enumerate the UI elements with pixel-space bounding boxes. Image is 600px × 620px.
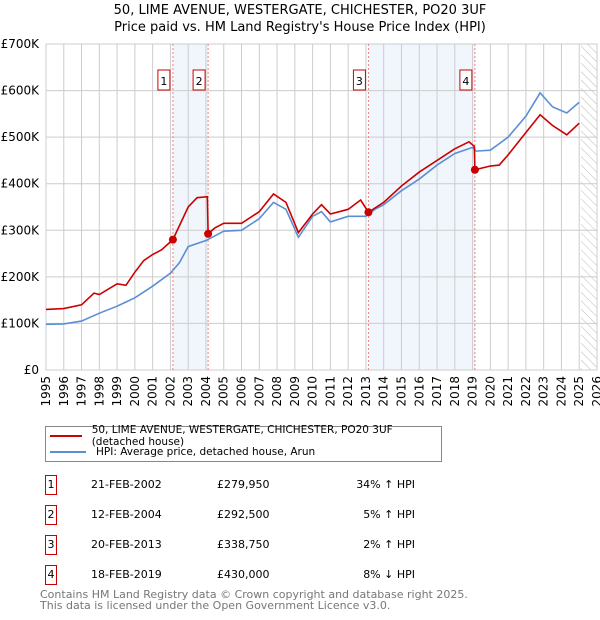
legend-label-property: 50, LIME AVENUE, WESTERGATE, CHICHESTER,… bbox=[91, 424, 393, 448]
x-tick-label: 2006 bbox=[235, 376, 249, 407]
x-tick-label: 2026 bbox=[590, 376, 600, 407]
footer-line2: This data is licensed under the Open Gov… bbox=[40, 599, 391, 612]
x-tick-label: 2020 bbox=[483, 376, 497, 407]
x-tick-label: 1999 bbox=[110, 376, 124, 407]
sale-date: 21-FEB-2002 bbox=[91, 478, 162, 491]
x-tick-label: 2016 bbox=[412, 376, 426, 407]
x-tick-label: 2001 bbox=[146, 376, 160, 407]
shade-1-2 bbox=[172, 44, 209, 370]
x-tick-label: 2018 bbox=[448, 376, 462, 407]
sale-date: 20-FEB-2013 bbox=[91, 538, 162, 551]
x-tick-label: 2013 bbox=[359, 376, 373, 407]
sale-marker bbox=[204, 229, 213, 238]
y-tick-label: £700K bbox=[1, 37, 41, 51]
x-tick-label: 2017 bbox=[430, 376, 444, 407]
x-tick-label: 2004 bbox=[199, 376, 213, 407]
x-tick-label: 2019 bbox=[466, 376, 480, 407]
forecast-hatch bbox=[581, 44, 597, 370]
y-tick-label: £200K bbox=[1, 270, 41, 284]
sale-label: 4 bbox=[462, 75, 469, 88]
legend-swatch-hpi bbox=[50, 451, 86, 453]
x-tick-label: 1998 bbox=[92, 376, 106, 407]
sale-label-box bbox=[352, 69, 366, 91]
x-tick-label: 2007 bbox=[252, 376, 266, 407]
x-tick-label: 2003 bbox=[181, 376, 195, 407]
sale-price: £338,750 bbox=[217, 538, 270, 551]
sale-price: £279,950 bbox=[217, 478, 270, 491]
x-tick-label: 2021 bbox=[501, 376, 515, 407]
series-line bbox=[45, 91, 580, 326]
sale-hpi-diff: 2% ↑ HPI bbox=[363, 538, 415, 551]
legend: 50, LIME AVENUE, WESTERGATE, CHICHESTER,… bbox=[45, 424, 442, 462]
sale-label: 2 bbox=[196, 75, 203, 88]
sale-row: 1 21-FEB-2002 £279,950 34% ↑ HPI bbox=[45, 475, 545, 495]
legend-swatch-property bbox=[50, 435, 82, 437]
legend-label-hpi: HPI: Average price, detached house, Arun bbox=[96, 446, 316, 458]
sale-marker bbox=[168, 235, 177, 244]
x-tick-label: 1997 bbox=[75, 376, 89, 407]
x-tick-label: 2000 bbox=[128, 376, 142, 407]
x-tick-label: 2023 bbox=[537, 376, 551, 407]
shade-3-4 bbox=[368, 44, 475, 370]
x-tick-label: 2010 bbox=[306, 376, 320, 407]
chart-subtitle: Price paid vs. HM Land Registry's House … bbox=[114, 20, 486, 35]
sale-date: 12-FEB-2004 bbox=[91, 508, 162, 521]
sale-number-badge: 1 bbox=[45, 475, 57, 495]
sale-hpi-diff: 5% ↑ HPI bbox=[363, 508, 415, 521]
sale-label: 1 bbox=[160, 75, 167, 88]
sale-row: 2 12-FEB-2004 £292,500 5% ↑ HPI bbox=[45, 505, 545, 525]
sale-price: £430,000 bbox=[217, 568, 270, 581]
series-line bbox=[45, 113, 580, 311]
sale-label-box bbox=[459, 69, 473, 91]
chart-title: 50, LIME AVENUE, WESTERGATE, CHICHESTER,… bbox=[113, 3, 487, 18]
sale-marker bbox=[470, 165, 479, 174]
footer-line1: Contains HM Land Registry data © Crown c… bbox=[40, 588, 468, 601]
x-tick-label: 2014 bbox=[377, 376, 391, 407]
x-tick-label: 2002 bbox=[163, 376, 177, 407]
sale-date: 18-FEB-2019 bbox=[91, 568, 162, 581]
sale-number-badge: 2 bbox=[45, 505, 57, 525]
x-tick-label: 1996 bbox=[57, 376, 71, 407]
x-tick-label: 2015 bbox=[394, 376, 408, 407]
x-tick-label: 1995 bbox=[39, 376, 53, 407]
x-tick-label: 2012 bbox=[341, 376, 355, 407]
x-tick-label: 2011 bbox=[323, 376, 337, 407]
footer: Contains HM Land Registry data © Crown c… bbox=[40, 589, 468, 611]
y-tick-label: £600K bbox=[1, 84, 41, 98]
sale-hpi-diff: 34% ↑ HPI bbox=[356, 478, 415, 491]
y-tick-label: £300K bbox=[1, 223, 41, 237]
x-tick-label: 2008 bbox=[270, 376, 284, 407]
sale-number-badge: 4 bbox=[45, 565, 57, 585]
plot: 1995 1996 1997 1998 1999 2000 2001 2002 2003 2004… bbox=[1, 37, 600, 407]
y-tick-label: £500K bbox=[1, 130, 41, 144]
sale-row: 4 18-FEB-2019 £430,000 8% ↓ HPI bbox=[45, 565, 545, 585]
plot-frame bbox=[45, 43, 598, 371]
sale-number-badge: 3 bbox=[45, 535, 57, 555]
y-tick-label: £0 bbox=[24, 363, 39, 377]
sale-label-box bbox=[157, 69, 171, 91]
x-tick-label: 2022 bbox=[519, 376, 533, 407]
sale-price: £292,500 bbox=[217, 508, 270, 521]
x-tick-label: 2025 bbox=[572, 376, 586, 407]
x-tick-label: 2009 bbox=[288, 376, 302, 407]
y-tick-label: £100K bbox=[1, 316, 41, 330]
y-tick-label: £400K bbox=[1, 177, 41, 191]
sale-label-box bbox=[192, 69, 206, 91]
x-tick-label: 2024 bbox=[554, 376, 568, 407]
sale-marker bbox=[364, 208, 373, 217]
sale-hpi-diff: 8% ↓ HPI bbox=[363, 568, 415, 581]
sale-row: 3 20-FEB-2013 £338,750 2% ↑ HPI bbox=[45, 535, 545, 555]
sale-label: 3 bbox=[356, 75, 363, 88]
x-tick-label: 2005 bbox=[217, 376, 231, 407]
